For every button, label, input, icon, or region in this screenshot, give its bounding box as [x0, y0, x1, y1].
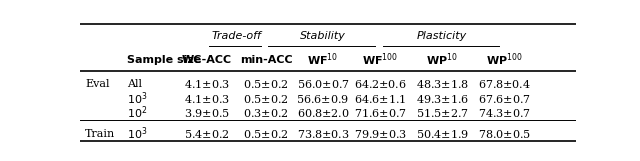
- Text: 71.6$\pm$0.7: 71.6$\pm$0.7: [354, 107, 406, 119]
- Text: $10^{3}$: $10^{3}$: [127, 90, 148, 107]
- Text: 3.9$\pm$0.5: 3.9$\pm$0.5: [184, 107, 230, 119]
- Text: Stability: Stability: [300, 31, 346, 41]
- Text: Trade-off: Trade-off: [211, 31, 261, 41]
- Text: All: All: [127, 79, 142, 89]
- Text: Plasticity: Plasticity: [417, 31, 467, 41]
- Text: WP$^{100}$: WP$^{100}$: [486, 52, 522, 68]
- Text: 0.5$\pm$0.2: 0.5$\pm$0.2: [243, 78, 289, 90]
- Text: Eval: Eval: [85, 79, 109, 89]
- Text: 64.2$\pm$0.6: 64.2$\pm$0.6: [354, 78, 406, 90]
- Text: WF$^{10}$: WF$^{10}$: [307, 52, 339, 68]
- Text: Train: Train: [85, 129, 115, 139]
- Text: 50.4$\pm$1.9: 50.4$\pm$1.9: [415, 128, 468, 140]
- Text: 0.5$\pm$0.2: 0.5$\pm$0.2: [243, 93, 289, 105]
- Text: WC-ACC: WC-ACC: [181, 55, 232, 65]
- Text: 5.4$\pm$0.2: 5.4$\pm$0.2: [184, 128, 229, 140]
- Text: 0.5$\pm$0.2: 0.5$\pm$0.2: [243, 128, 289, 140]
- Text: $10^{3}$: $10^{3}$: [127, 126, 148, 142]
- Text: 51.5$\pm$2.7: 51.5$\pm$2.7: [415, 107, 468, 119]
- Text: 56.0$\pm$0.7: 56.0$\pm$0.7: [296, 78, 349, 90]
- Text: 48.3$\pm$1.8: 48.3$\pm$1.8: [416, 78, 468, 90]
- Text: WP$^{10}$: WP$^{10}$: [426, 52, 458, 68]
- Text: 4.1$\pm$0.3: 4.1$\pm$0.3: [184, 78, 230, 90]
- Text: 49.3$\pm$1.6: 49.3$\pm$1.6: [415, 93, 468, 105]
- Text: 73.8$\pm$0.3: 73.8$\pm$0.3: [297, 128, 349, 140]
- Text: 67.8$\pm$0.4: 67.8$\pm$0.4: [477, 78, 531, 90]
- Text: WF$^{100}$: WF$^{100}$: [362, 52, 398, 68]
- Text: 4.1$\pm$0.3: 4.1$\pm$0.3: [184, 93, 230, 105]
- Text: 0.3$\pm$0.2: 0.3$\pm$0.2: [243, 107, 289, 119]
- Text: 64.6$\pm$1.1: 64.6$\pm$1.1: [354, 93, 406, 105]
- Text: 74.3$\pm$0.7: 74.3$\pm$0.7: [477, 107, 531, 119]
- Text: 60.8$\pm$2.0: 60.8$\pm$2.0: [297, 107, 349, 119]
- Text: 79.9$\pm$0.3: 79.9$\pm$0.3: [353, 128, 406, 140]
- Text: 67.6$\pm$0.7: 67.6$\pm$0.7: [477, 93, 531, 105]
- Text: 78.0$\pm$0.5: 78.0$\pm$0.5: [477, 128, 531, 140]
- Text: 56.6$\pm$0.9: 56.6$\pm$0.9: [296, 93, 349, 105]
- Text: $10^{2}$: $10^{2}$: [127, 104, 148, 121]
- Text: Sample size: Sample size: [127, 55, 202, 65]
- Text: min-ACC: min-ACC: [240, 55, 292, 65]
